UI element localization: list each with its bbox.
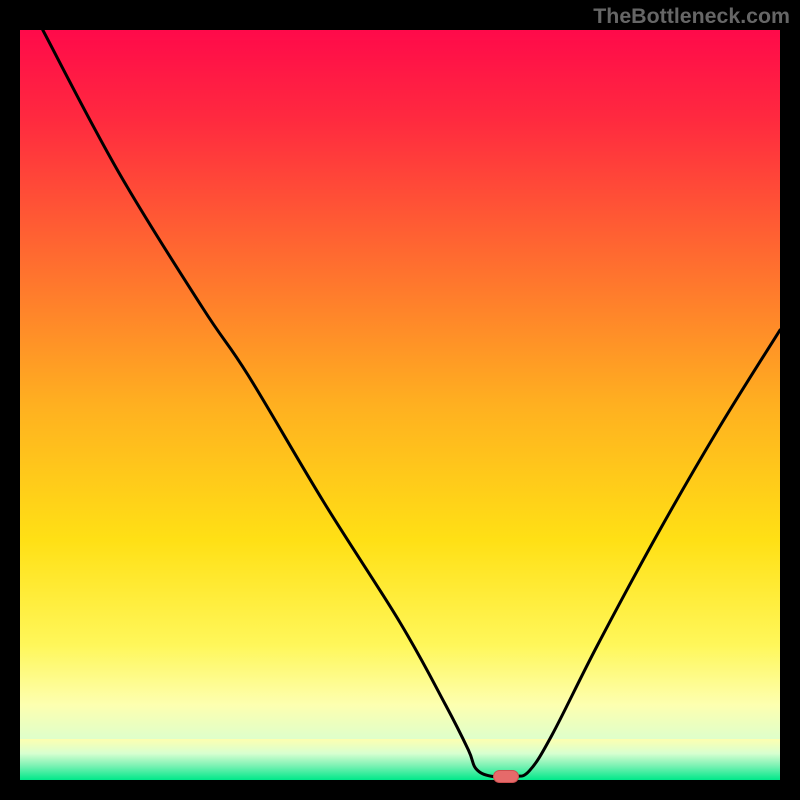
watermark-text: TheBottleneck.com [593, 4, 790, 29]
bottleneck-curve [20, 30, 780, 780]
optimal-point-marker [493, 770, 519, 783]
plot-area [20, 30, 780, 780]
